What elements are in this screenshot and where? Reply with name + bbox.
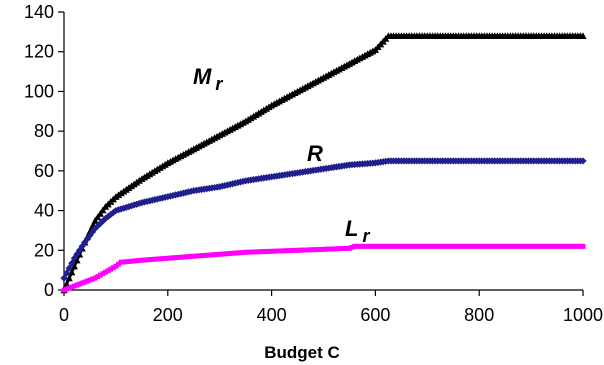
- x-tick-label: 0: [59, 305, 69, 325]
- ticks: 0 20 40 60 80 100 120 140 0 200 400 600 800 1000: [24, 2, 603, 325]
- series-label-main: L: [345, 216, 358, 241]
- y-tick-label: 80: [34, 121, 54, 141]
- series-label-sub: r: [362, 226, 370, 246]
- y-tick-label: 0: [44, 280, 54, 300]
- series-label: R: [307, 141, 323, 166]
- series-line: [61, 243, 586, 293]
- series-label-main: M: [193, 64, 212, 89]
- y-tick-label: 140: [24, 2, 54, 22]
- y-tick-label: 100: [24, 81, 54, 101]
- series-l-r: [61, 243, 586, 293]
- x-tick-label: 400: [257, 305, 287, 325]
- x-tick-label: 200: [153, 305, 183, 325]
- series-r: [60, 157, 587, 282]
- series-label-main: R: [307, 141, 323, 166]
- x-axis-label: Budget C: [264, 343, 340, 362]
- series-group: [60, 32, 587, 294]
- y-tick-label: 20: [34, 240, 54, 260]
- y-tick-label: 40: [34, 201, 54, 221]
- series-line: [60, 157, 587, 282]
- y-tick-label: 60: [34, 161, 54, 181]
- x-tick-label: 1000: [563, 305, 603, 325]
- y-tick-label: 120: [24, 42, 54, 62]
- x-tick-label: 600: [360, 305, 390, 325]
- x-tick-label: 800: [464, 305, 494, 325]
- series-m-r: [60, 32, 587, 294]
- series-line: [60, 32, 587, 294]
- series-label-sub: r: [215, 74, 223, 94]
